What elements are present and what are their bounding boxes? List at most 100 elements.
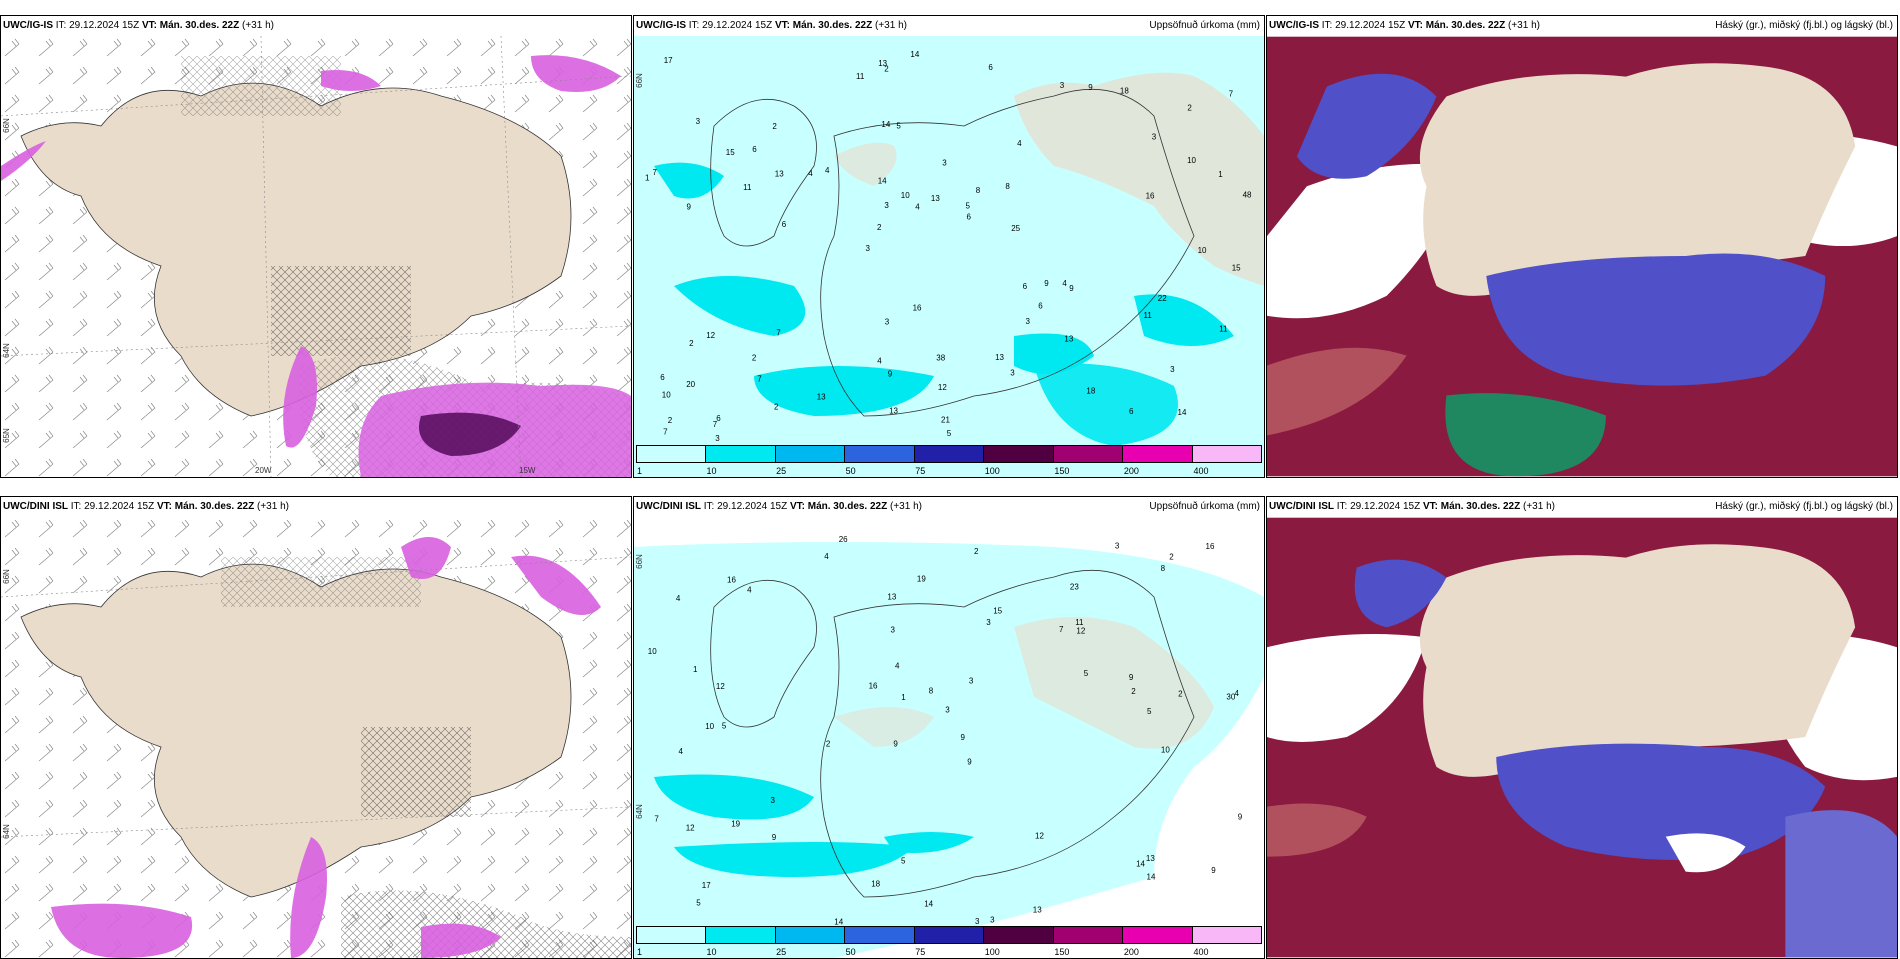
precip-value-label: 9 [1044, 279, 1049, 288]
lat-label: 66N [1, 569, 11, 584]
precip-value-label: 9 [967, 757, 972, 766]
precip-value-label: 3 [885, 318, 890, 327]
precip-value-label: 3 [975, 917, 980, 926]
precip-value-label: 10 [1161, 745, 1170, 754]
precip-value-label: 3 [1026, 317, 1031, 326]
precip-value-label: 9 [961, 733, 966, 742]
colorbar-tick: 10 [706, 466, 717, 476]
precip-value-label: 7 [776, 329, 781, 338]
precip-value-label: 2 [774, 403, 779, 412]
precip-value-label: 2 [1187, 103, 1192, 112]
precip-value-label: 6 [967, 212, 972, 221]
precip-value-label: 13 [1033, 905, 1042, 914]
colorbar-segment [1123, 927, 1193, 943]
colorbar-segment [706, 927, 776, 943]
colorbar-tick: 150 [1054, 466, 1070, 476]
colorbar-tick: 100 [984, 947, 1000, 957]
precip-value-label: 4 [1235, 689, 1240, 698]
panel-title-right: Háský (gr.), miðský (fj.bl.) og lágský (… [1715, 20, 1893, 31]
precip-value-label: 48 [1243, 190, 1252, 199]
precip-value-label: 25 [1011, 224, 1020, 233]
colorbar-segment [914, 927, 985, 943]
precip-value-label: 11 [1144, 311, 1153, 320]
precip-value-label: 13 [887, 593, 896, 602]
panel-header: UWC/IG-IS IT: 29.12.2024 15Z VT: Mán. 30… [634, 16, 1264, 36]
precip-value-label: 2 [668, 416, 673, 425]
precip-value-label: 10 [1198, 246, 1207, 255]
precip-value-label: 30 [1226, 693, 1235, 702]
precip-value-label: 3 [866, 244, 871, 253]
precip-value-label: 16 [1146, 192, 1155, 201]
precip-value-label: 11 [1075, 618, 1084, 627]
precip-value-label: 19 [731, 820, 740, 829]
precip-value-label: 18 [1120, 86, 1129, 95]
precip-value-label: 23 [1070, 583, 1079, 592]
panel-title-right: Uppsöfnuð úrkoma (mm) [1149, 20, 1260, 31]
precip-value-label: 14 [878, 177, 887, 186]
precip-value-label: 10 [648, 647, 657, 656]
precip-value-label: 6 [716, 414, 721, 423]
precip-value-label: 11 [743, 183, 752, 192]
precip-value-label: 9 [1088, 83, 1093, 92]
precip-value-label: 3 [715, 434, 720, 443]
precip-value-label: 13 [931, 194, 940, 203]
precip-value-label: 2 [1169, 553, 1174, 562]
precip-value-label: 18 [1086, 386, 1095, 395]
colorbar-segment [775, 927, 846, 943]
colorbar-tick: 200 [1123, 947, 1139, 957]
precip-value-label: 6 [1038, 302, 1043, 311]
precip-value-label: 6 [660, 373, 665, 382]
precip-value-label: 5 [947, 429, 952, 438]
panel-title-right: Háský (gr.), miðský (fj.bl.) og lágský (… [1715, 501, 1893, 512]
panel-header: UWC/IG-IS IT: 29.12.2024 15Z VT: Mán. 30… [3, 20, 274, 31]
precip-value-label: 7 [663, 428, 668, 437]
precip-value-label: 6 [1129, 407, 1134, 416]
precip-value-label: 11 [856, 72, 865, 81]
precip-value-label: 3 [1115, 541, 1120, 550]
precip-value-label: 9 [888, 370, 893, 379]
precip-value-label: 3 [1010, 369, 1015, 378]
colorbar-segment [984, 446, 1054, 462]
lat-label: 66N [634, 554, 644, 569]
precip-value-label: 13 [995, 353, 1004, 362]
precip-value-label: 16 [869, 681, 878, 690]
precip-value-label: 14 [881, 120, 890, 129]
map-panel-igis-wind: UWC/IG-IS IT: 29.12.2024 15Z VT: Mán. 30… [0, 15, 632, 478]
precip-value-label: 14 [924, 900, 933, 909]
colorbar-segment [1123, 446, 1193, 462]
precip-value-label: 16 [727, 575, 736, 584]
precip-value-label: 14 [834, 918, 843, 927]
precip-value-label: 7 [653, 168, 658, 177]
precip-value-label: 4 [915, 203, 920, 212]
precip-value-label: 3 [990, 916, 995, 925]
precip-value-label: 2 [1131, 687, 1136, 696]
precip-value-label: 4 [808, 169, 813, 178]
lat-label: 64N [634, 804, 644, 819]
precip-value-label: 3 [1152, 133, 1157, 142]
colorbar-segment [706, 446, 776, 462]
precip-value-label: 7 [654, 815, 659, 824]
precip-value-label: 17 [702, 881, 711, 890]
precip-value-label: 3 [771, 796, 776, 805]
colorbar-tick: 50 [845, 466, 856, 476]
colorbar-segment [1053, 927, 1124, 943]
lon-label: 15W [519, 466, 536, 475]
precip-value-label: 2 [974, 547, 979, 556]
colorbar-tick-labels: 1 10 25 50 75 100 150 200 400 [636, 947, 1262, 958]
panel-header: UWC/DINI ISL IT: 29.12.2024 15Z VT: Mán.… [1267, 497, 1897, 517]
precip-value-label: 4 [877, 357, 882, 366]
map-panel-dini-precip: UWC/DINI ISL IT: 29.12.2024 15Z VT: Mán.… [633, 496, 1265, 959]
precip-value-label: 3 [884, 201, 889, 210]
precip-value-label: 13 [878, 59, 887, 68]
precip-value-label: 2 [884, 65, 889, 74]
precip-value-label: 5 [1084, 669, 1089, 678]
precip-value-label: 4 [824, 552, 829, 561]
colorbar-segment [914, 446, 985, 462]
precip-value-label: 8 [1005, 182, 1010, 191]
colorbar-tick: 400 [1193, 947, 1209, 957]
precip-value-label: 26 [839, 535, 848, 544]
colorbar-tick: 100 [984, 466, 1000, 476]
precip-value-label: 6 [782, 220, 787, 229]
precip-value-label: 8 [929, 687, 934, 696]
